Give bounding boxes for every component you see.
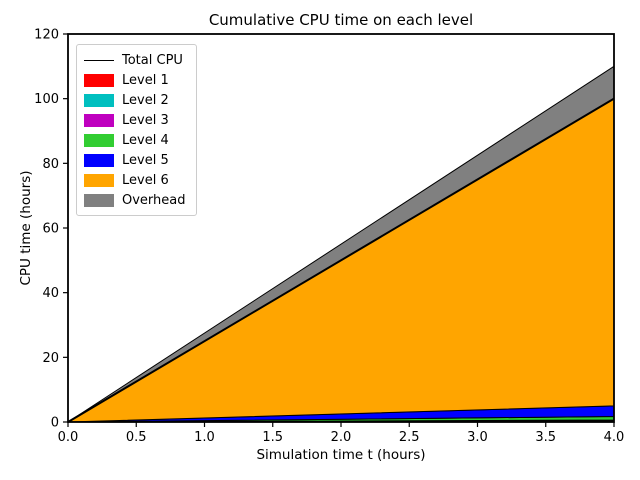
legend-label: Level 6 (122, 172, 169, 188)
y-tick-label: 60 (42, 222, 59, 237)
legend-row: Level 3 (84, 110, 186, 130)
total-cpu-line (67, 97, 615, 423)
x-tick-label: 0.0 (58, 430, 79, 445)
y-axis-label: CPU time (hours) (18, 170, 34, 286)
y-tick-label: 120 (34, 28, 59, 43)
legend-row: Level 4 (84, 130, 186, 150)
legend: Total CPU Level 1 Level 2 Level 3 Level 4 Lev… (76, 44, 197, 216)
x-tick-label: 1.0 (194, 430, 215, 445)
chart-title: Cumulative CPU time on each level (208, 11, 474, 29)
legend-row: Level 6 (84, 170, 186, 190)
legend-color-swatch (84, 153, 114, 167)
x-tick-label: 2.0 (331, 430, 352, 445)
legend-label: Total CPU (122, 52, 183, 68)
y-tick-label: 20 (42, 351, 59, 366)
x-axis-label: Simulation time t (hours) (256, 447, 426, 463)
legend-row: Level 2 (84, 90, 186, 110)
y-tick-label: 80 (42, 157, 59, 172)
legend-label: Level 1 (122, 72, 169, 88)
y-tick-label: 40 (42, 286, 59, 301)
legend-color-swatch (84, 73, 114, 87)
x-tick-label: 2.5 (399, 430, 420, 445)
legend-label: Level 5 (122, 152, 169, 168)
x-tick-label: 1.5 (262, 430, 283, 445)
legend-row: Level 5 (84, 150, 186, 170)
legend-color-swatch (84, 193, 114, 207)
legend-label: Level 4 (122, 132, 169, 148)
legend-color-swatch (84, 113, 114, 127)
x-tick-label: 4.0 (604, 430, 625, 445)
y-tick-label: 0 (51, 416, 59, 431)
legend-line-sample (84, 59, 114, 61)
y-tick-label: 100 (34, 92, 59, 107)
legend-color-swatch (84, 173, 114, 187)
legend-row: Total CPU (84, 50, 186, 70)
legend-color-swatch (84, 133, 114, 147)
x-tick-label: 3.0 (467, 430, 488, 445)
legend-label: Level 3 (122, 112, 169, 128)
legend-row: Level 1 (84, 70, 186, 90)
x-tick-label: 0.5 (126, 430, 147, 445)
legend-row: Overhead (84, 190, 186, 210)
legend-color-swatch (84, 93, 114, 107)
x-tick-label: 3.5 (535, 430, 556, 445)
legend-label: Overhead (122, 192, 186, 208)
legend-label: Level 2 (122, 92, 169, 108)
